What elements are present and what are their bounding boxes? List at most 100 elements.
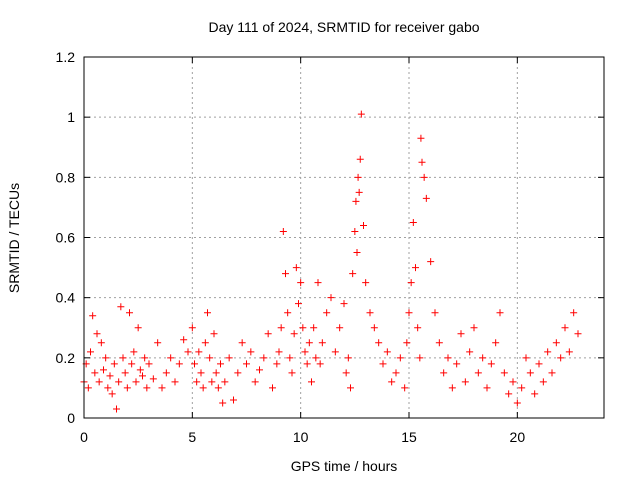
data-point — [158, 384, 166, 392]
data-point — [431, 309, 439, 317]
x-tick-label: 20 — [510, 429, 526, 445]
data-point — [305, 339, 313, 347]
data-point — [295, 300, 302, 308]
data-point — [427, 258, 435, 266]
data-point — [115, 378, 123, 386]
data-point — [331, 348, 339, 356]
data-point — [100, 366, 107, 374]
y-tick-label: 1.2 — [56, 49, 76, 65]
grid-lines — [84, 57, 604, 418]
data-point — [353, 249, 361, 257]
data-point — [403, 339, 411, 347]
data-point — [535, 360, 543, 368]
data-point — [167, 354, 175, 362]
data-point — [357, 110, 365, 118]
data-point — [409, 218, 417, 226]
data-point — [87, 348, 94, 356]
data-point — [84, 384, 92, 392]
data-point — [212, 369, 220, 377]
data-point — [121, 369, 129, 377]
data-point — [308, 378, 315, 386]
data-point — [422, 194, 430, 202]
data-point — [102, 354, 110, 362]
x-tick-label: 15 — [401, 429, 417, 445]
y-axis-label: SRMTID / TECUs — [6, 183, 22, 293]
data-point — [145, 360, 153, 368]
data-point — [526, 369, 534, 377]
data-point — [143, 384, 151, 392]
y-tick-label: 0.2 — [56, 350, 76, 366]
data-point — [297, 279, 305, 287]
data-point — [347, 384, 354, 392]
data-point — [91, 369, 99, 377]
data-point — [487, 360, 495, 368]
data-point — [500, 369, 508, 377]
data-point — [414, 324, 422, 332]
data-point — [548, 369, 556, 377]
data-point — [303, 360, 311, 368]
data-point — [310, 324, 318, 332]
data-point — [561, 324, 569, 332]
data-point — [221, 378, 229, 386]
data-point — [208, 378, 216, 386]
data-point — [119, 354, 127, 362]
data-point — [184, 348, 192, 356]
data-point — [518, 384, 526, 392]
data-point — [104, 384, 112, 392]
data-point — [260, 354, 268, 362]
data-point — [247, 348, 255, 356]
y-tick-label: 0.8 — [56, 169, 76, 185]
data-point — [171, 378, 179, 386]
data-point — [352, 197, 360, 205]
data-point — [191, 360, 198, 368]
data-point — [204, 309, 211, 317]
data-point — [483, 384, 491, 392]
data-point — [180, 336, 188, 344]
data-point — [234, 369, 242, 377]
data-point — [238, 339, 246, 347]
data-point — [193, 378, 201, 386]
data-point — [214, 384, 222, 392]
data-point — [154, 339, 162, 347]
data-point — [342, 369, 350, 377]
data-point — [217, 360, 224, 368]
data-point — [522, 354, 530, 362]
y-tick-label: 0.4 — [56, 290, 76, 306]
data-point — [570, 309, 578, 317]
axis-ticks: 0 0.2 0.4 0.6 0.8 1 1.2 0 5 10 15 20 — [56, 49, 604, 445]
data-point — [89, 312, 97, 320]
data-point — [243, 360, 250, 368]
data-point — [141, 354, 149, 362]
data-point — [136, 366, 144, 374]
data-point — [316, 360, 324, 368]
data-point — [149, 375, 157, 383]
data-point — [479, 354, 487, 362]
data-point — [539, 378, 547, 386]
data-point — [375, 339, 383, 347]
data-point — [420, 173, 428, 181]
data-point — [360, 221, 367, 229]
data-point — [392, 369, 400, 377]
data-point — [97, 339, 105, 347]
data-point — [370, 324, 378, 332]
data-point — [366, 309, 374, 317]
data-point — [323, 309, 331, 317]
data-point — [565, 348, 573, 356]
data-point — [401, 384, 409, 392]
data-point — [340, 300, 348, 308]
data-point — [412, 264, 419, 272]
data-point — [435, 339, 443, 347]
data-point — [256, 366, 263, 374]
data-point — [351, 227, 359, 235]
data-point — [199, 384, 207, 392]
data-point — [388, 378, 396, 386]
data-point — [336, 324, 344, 332]
data-point — [188, 324, 196, 332]
data-point — [128, 360, 136, 368]
data-point — [417, 134, 425, 142]
data-point — [288, 369, 296, 377]
data-point — [474, 369, 482, 377]
data-point — [139, 372, 146, 380]
data-point — [354, 173, 362, 181]
data-point — [264, 330, 272, 338]
